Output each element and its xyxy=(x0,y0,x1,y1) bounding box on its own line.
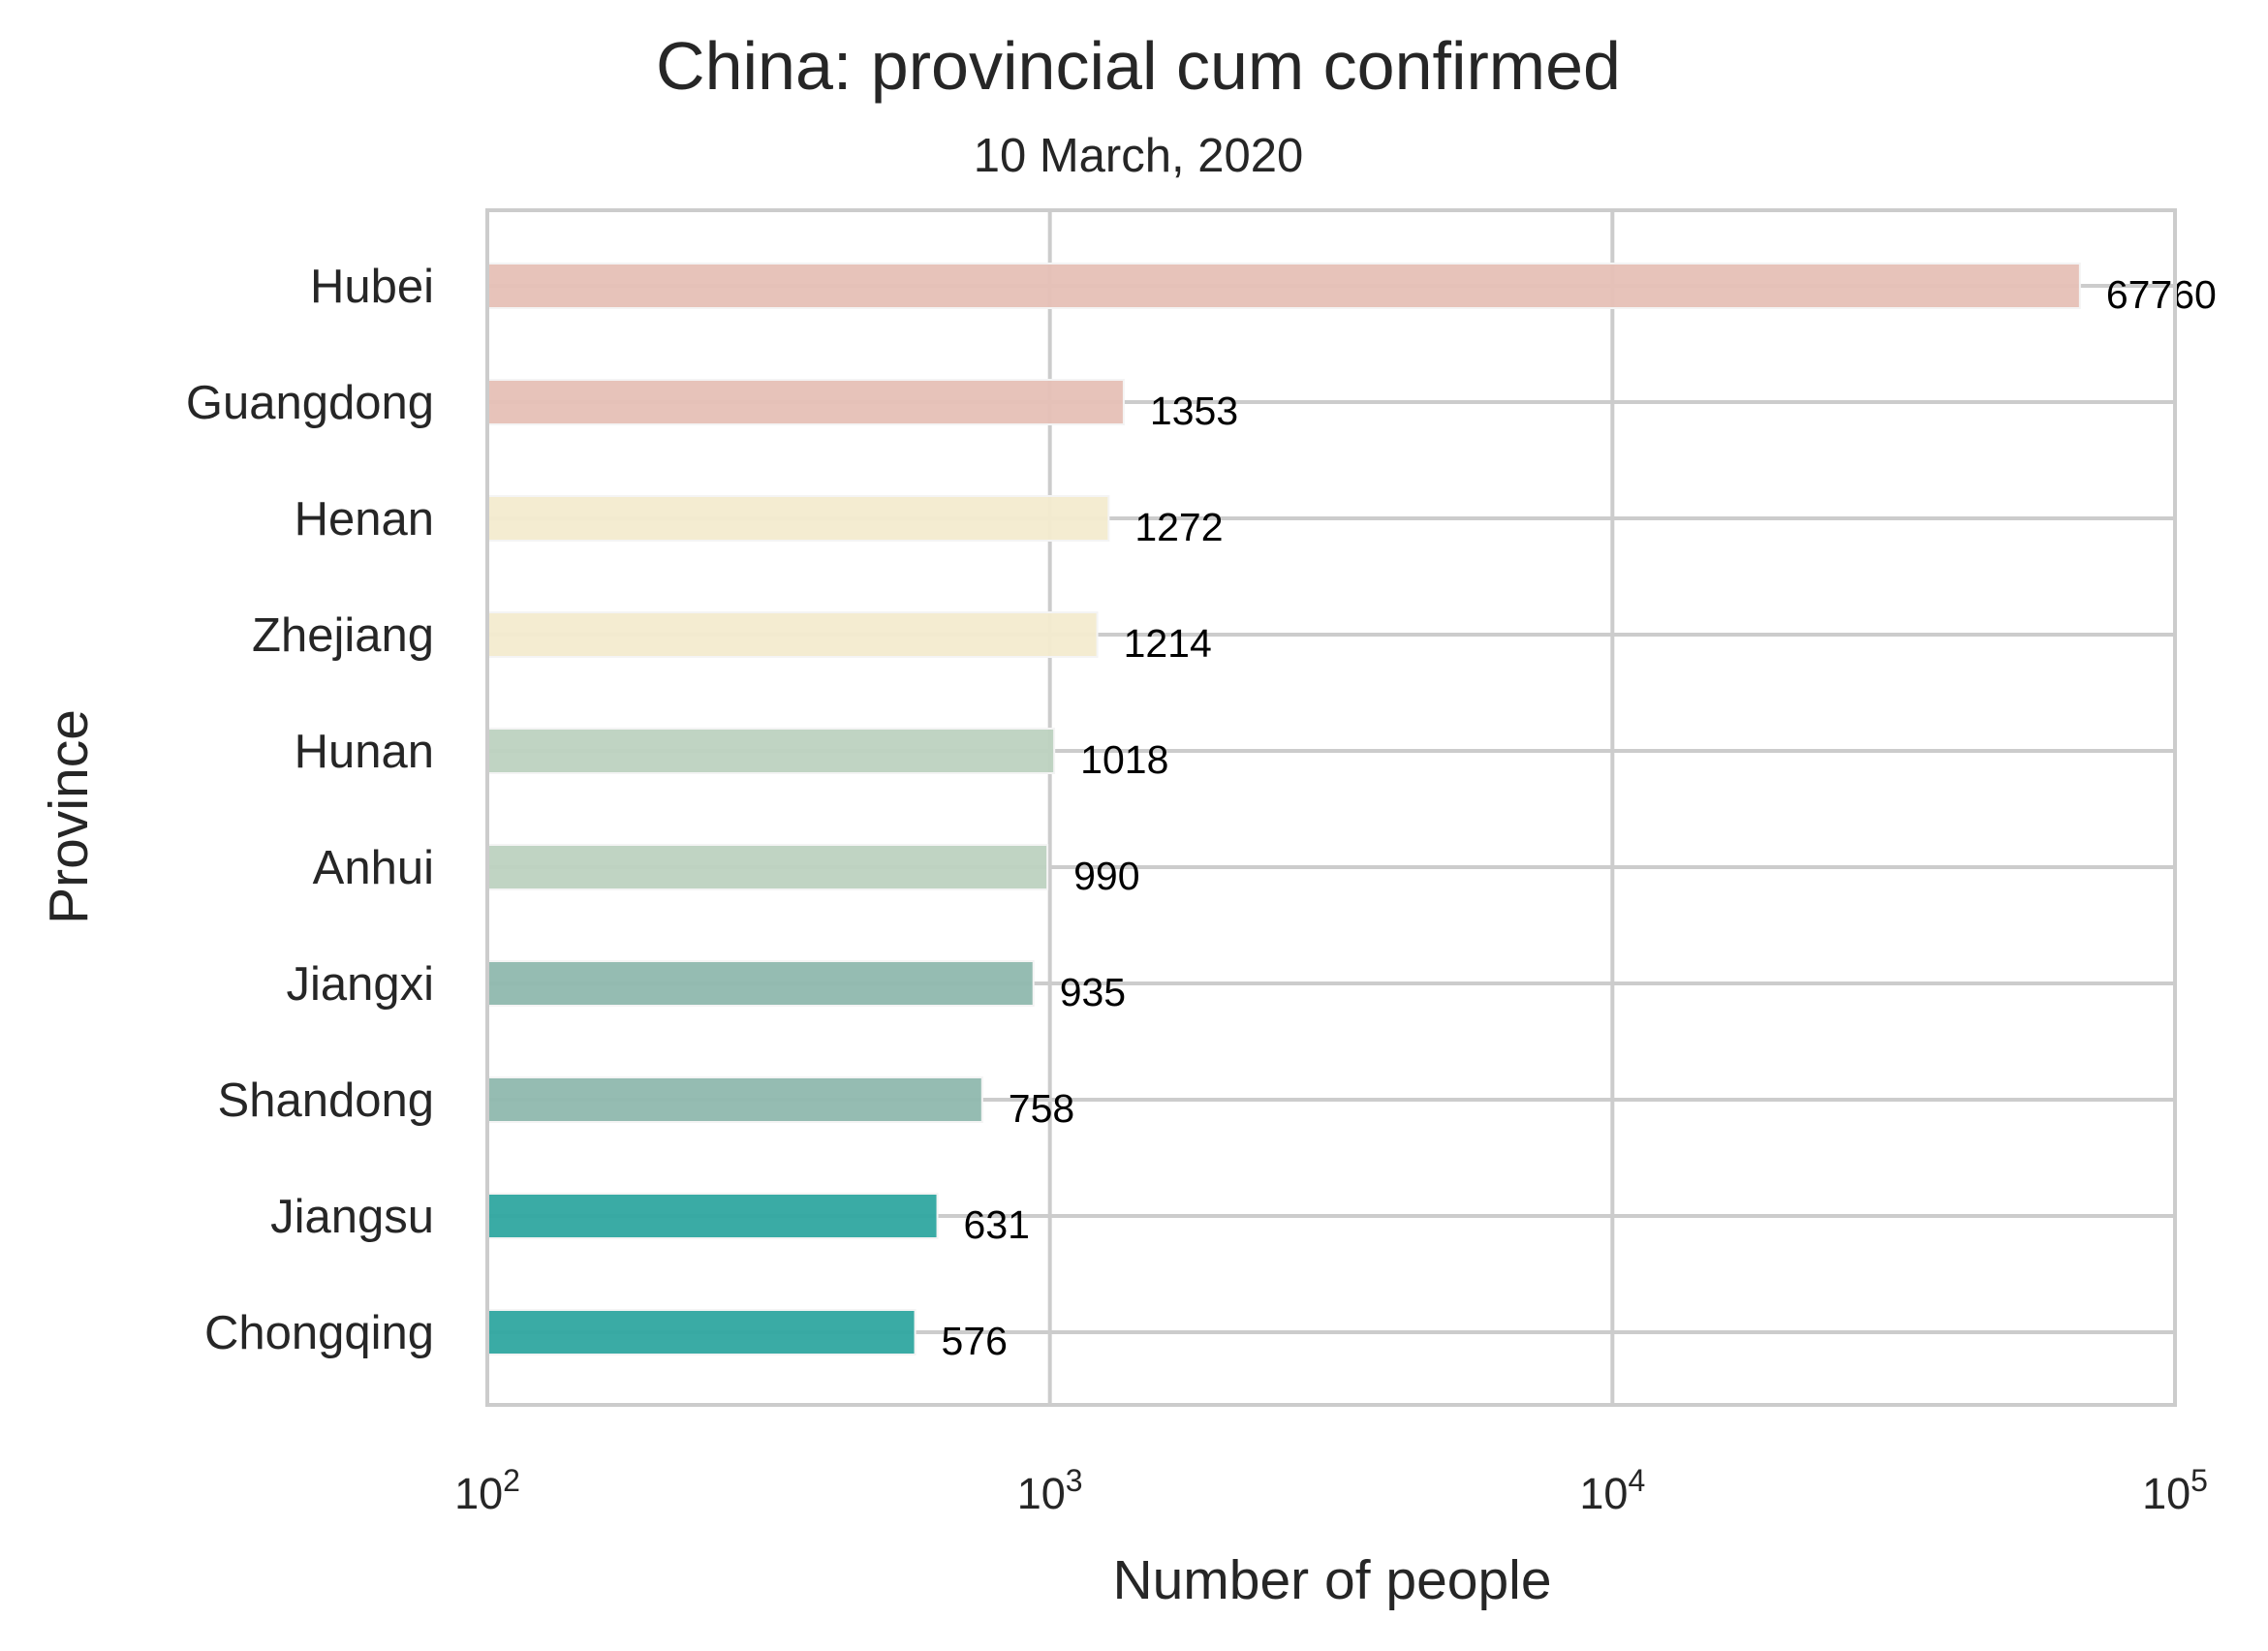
y-tick-label: Hubei xyxy=(310,261,434,313)
bar-hubei xyxy=(486,263,2081,309)
y-axis-tick-labels: Hubei Guangdong Henan Zhejiang Hunan Anhui Jia… xyxy=(186,261,434,1359)
y-tick-label: Chongqing xyxy=(204,1307,434,1359)
value-labels: 67760 1353 1272 1214 1018 990 935 758 631 576 xyxy=(942,272,2217,1363)
bar-jiangsu xyxy=(486,1193,939,1239)
x-tick-label: 102 xyxy=(454,1463,520,1518)
value-label: 1214 xyxy=(1124,621,1212,666)
chart-subtitle: 10 March, 2020 xyxy=(974,130,1304,182)
value-label: 631 xyxy=(964,1202,1030,1247)
y-tick-label: Guangdong xyxy=(186,377,434,429)
bar-guangdong xyxy=(486,379,1125,425)
value-label: 67760 xyxy=(2106,272,2217,317)
value-label: 576 xyxy=(942,1319,1008,1363)
x-tick-label: 103 xyxy=(1017,1463,1083,1518)
y-tick-label: Hunan xyxy=(295,726,434,778)
y-tick-label: Anhui xyxy=(313,842,434,894)
bar-chongqing xyxy=(486,1309,917,1355)
x-tick-label: 104 xyxy=(1579,1463,1645,1518)
value-label: 758 xyxy=(1009,1086,1074,1131)
y-axis-label: Province xyxy=(38,709,100,924)
y-tick-label: Jiangsu xyxy=(270,1191,434,1243)
bar-zhejiang xyxy=(486,611,1099,658)
value-label: 1353 xyxy=(1150,389,1238,433)
plot-frame xyxy=(485,208,2177,1407)
x-axis-label: Number of people xyxy=(1112,1549,1551,1611)
bar-shandong xyxy=(486,1076,983,1123)
value-label: 990 xyxy=(1073,854,1139,898)
bar-hunan xyxy=(486,728,1056,774)
y-tick-label: Shandong xyxy=(218,1075,434,1127)
y-tick-label: Jiangxi xyxy=(286,958,434,1011)
bars xyxy=(486,263,2081,1355)
value-label: 935 xyxy=(1060,970,1126,1014)
chart-title: China: provincial cum confirmed xyxy=(656,28,1621,104)
y-tick-label: Henan xyxy=(295,493,434,545)
value-label: 1018 xyxy=(1080,737,1168,782)
x-tick-label: 105 xyxy=(2142,1463,2208,1518)
bar-anhui xyxy=(486,844,1049,890)
value-label: 1272 xyxy=(1134,505,1223,549)
bar-henan xyxy=(486,495,1110,542)
x-axis-tick-labels: 102 103 104 105 xyxy=(454,1463,2208,1518)
bar-jiangxi xyxy=(486,960,1035,1007)
y-tick-label: Zhejiang xyxy=(252,609,434,662)
